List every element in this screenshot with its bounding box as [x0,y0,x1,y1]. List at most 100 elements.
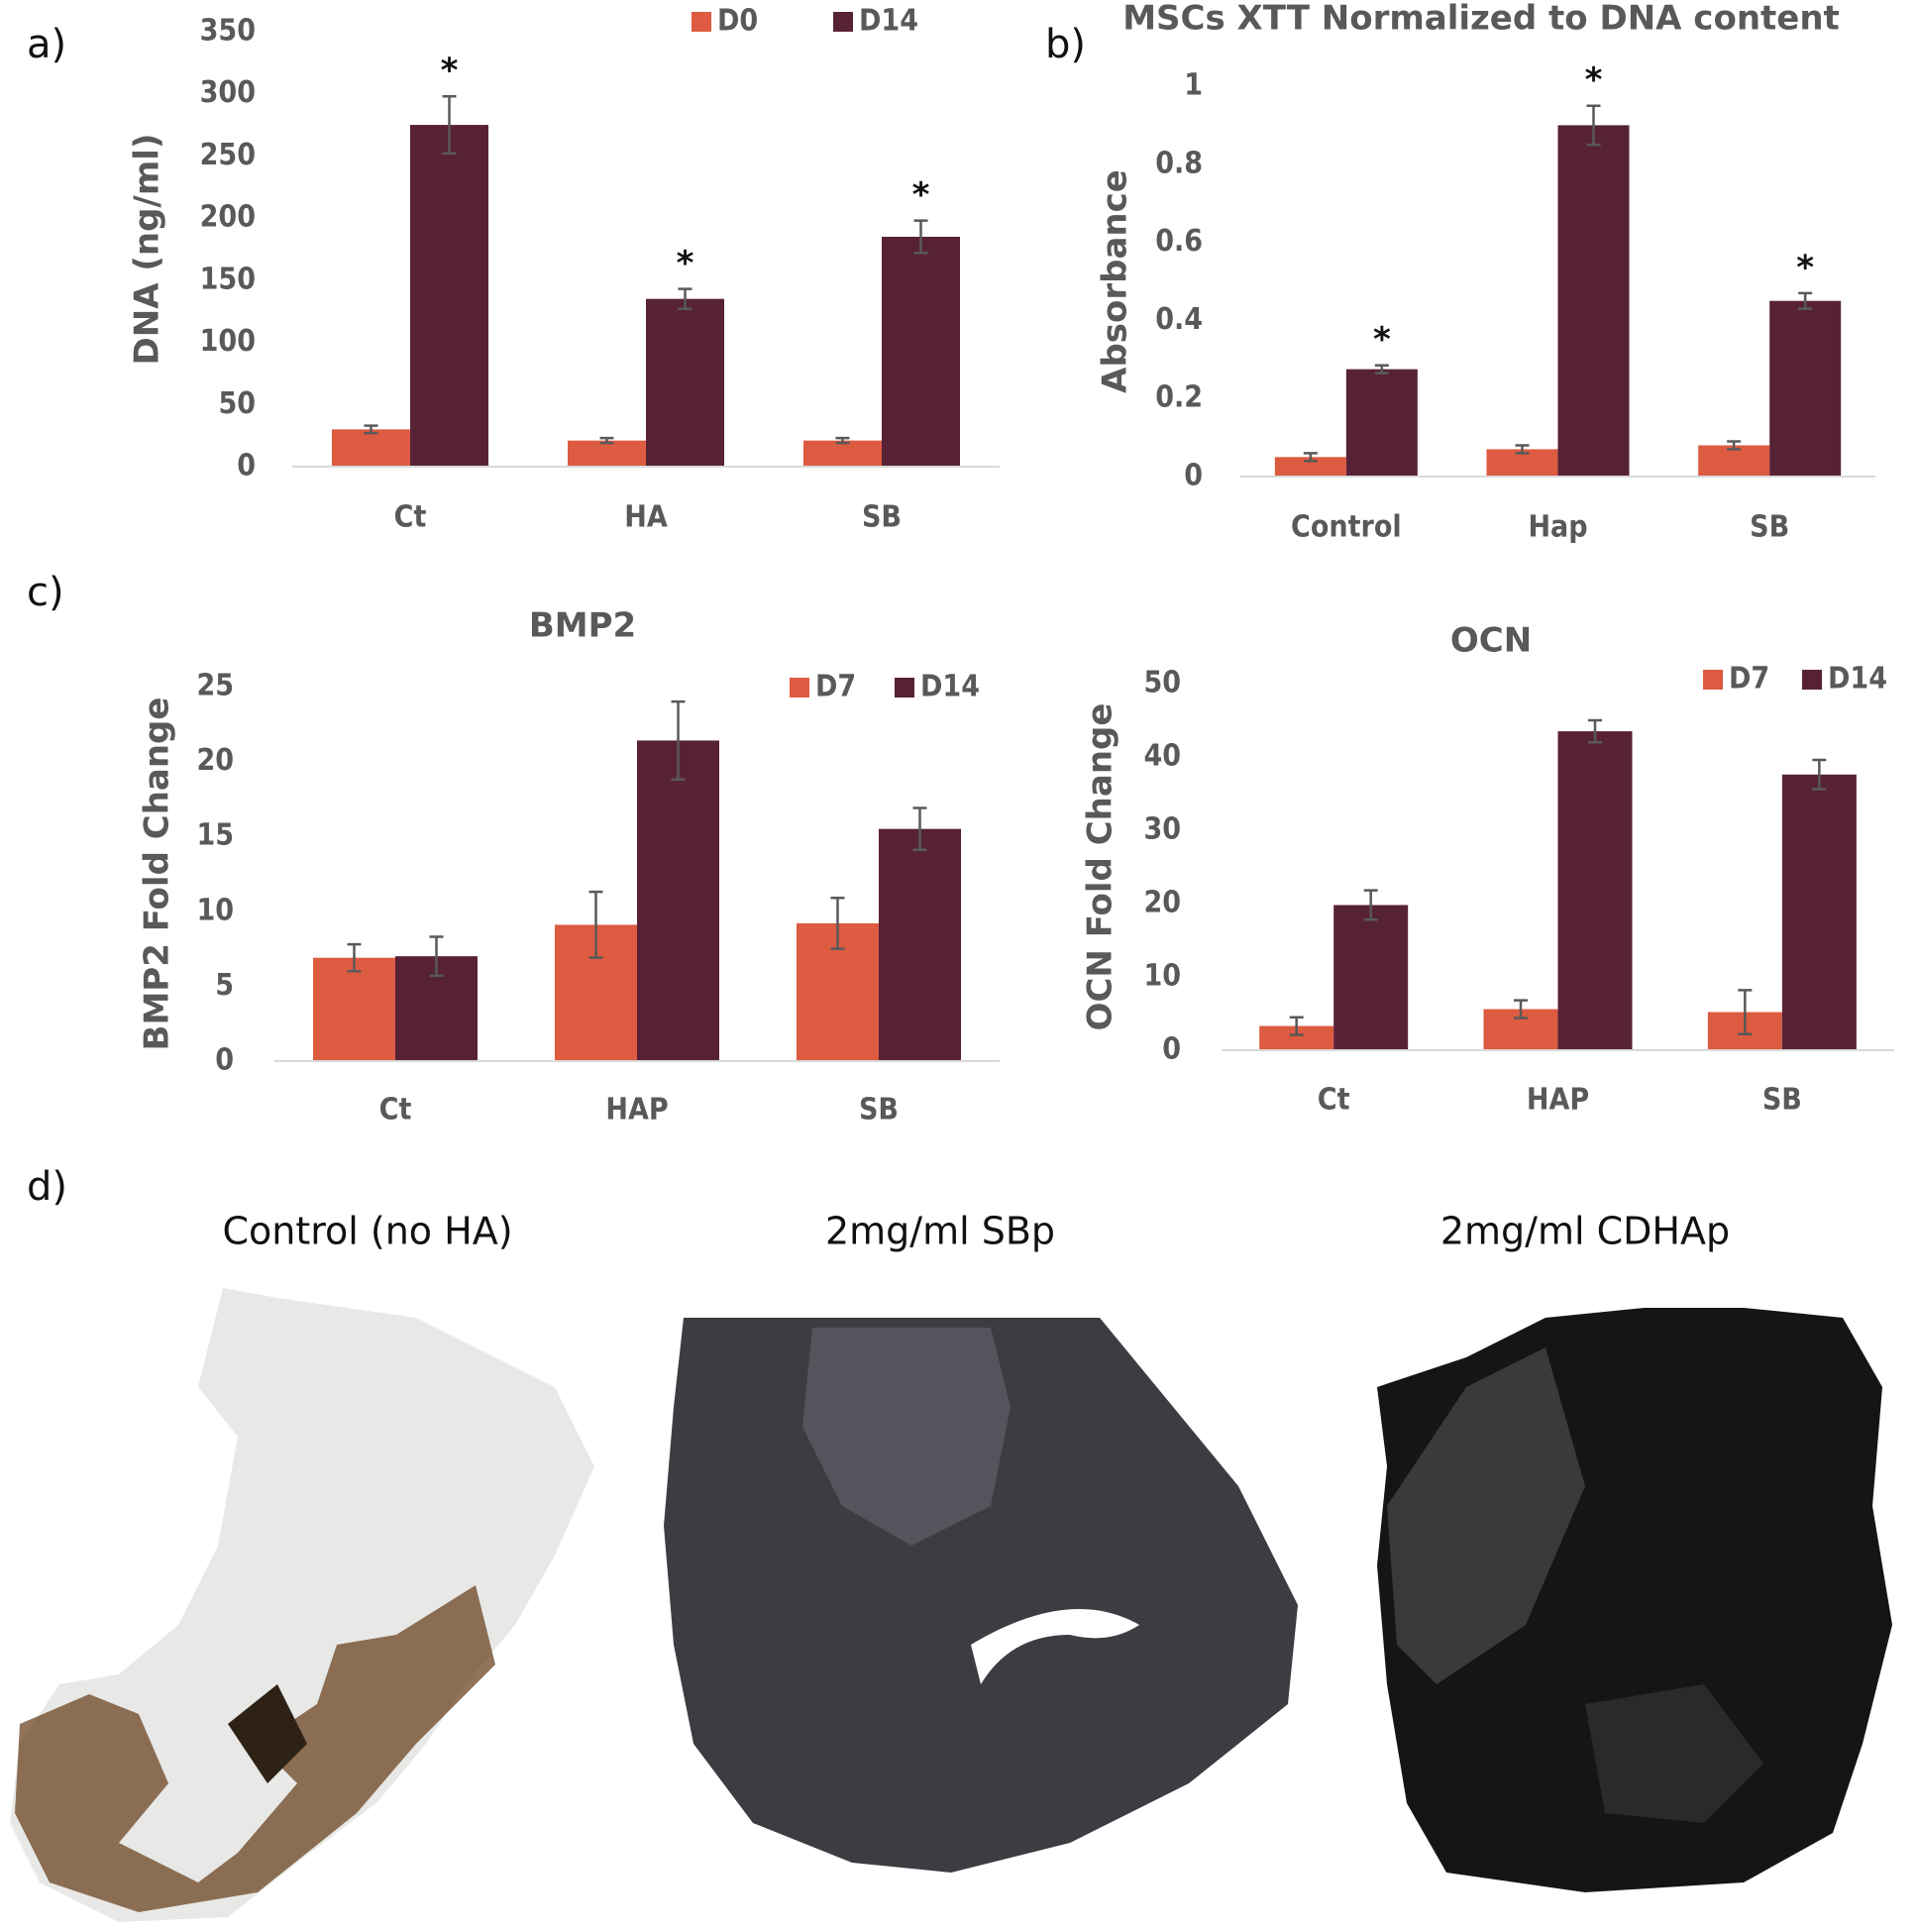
x-tick-label: HAP [605,1093,668,1127]
y-tick-label: 0.4 [1155,302,1203,337]
error-bar [678,287,693,310]
y-tick-label: 25 [196,669,234,703]
error-bar [1303,452,1318,463]
y-tick-label: 150 [200,262,256,296]
legend-label: D7 [815,670,856,704]
y-tick-label: 100 [200,324,256,359]
y-axis-label: BMP2 Fold Change [138,698,177,1051]
bar [332,429,410,467]
legend-swatch [1703,670,1723,690]
error-bar [835,436,850,445]
chart-title: MSCs XTT Normalized to DNA content [1122,0,1840,39]
x-tick-label: Ct [379,1093,412,1127]
bar [1345,369,1418,477]
legend-swatch [1802,670,1822,690]
legend-label: D14 [859,4,918,39]
y-tick-label: 50 [1143,666,1181,700]
significance-mark: * [1585,60,1603,100]
error-bar [1363,889,1378,921]
y-tick-label: 15 [196,818,234,853]
y-tick-label: 250 [200,138,256,172]
bar [646,298,724,467]
legend-swatch [833,12,853,32]
panel-label: d) [27,1164,67,1210]
x-tick-label: Hap [1528,510,1587,545]
y-tick-label: 0.8 [1155,146,1203,180]
chart-title: BMP2 [529,606,636,646]
error-bar [913,219,928,255]
image-title: 2mg/ml SBp [825,1210,1055,1253]
y-tick-label: 1 [1184,68,1203,103]
micrograph [10,1288,594,1922]
bar [568,440,646,467]
legend-swatch [692,12,711,32]
y-tick-label: 0.6 [1155,224,1203,259]
x-tick-label: Control [1291,510,1402,545]
error-bar [347,942,362,973]
legend-label: D7 [1729,662,1769,697]
legend-label: D0 [717,4,758,39]
error-bar [599,436,614,445]
y-tick-label: 10 [1143,959,1181,994]
error-bar [1738,989,1753,1035]
y-axis-label: DNA (ng/ml) [128,134,167,366]
y-tick-label: 0 [1184,459,1203,493]
y-tick-label: 10 [196,893,234,927]
significance-mark: * [912,175,930,215]
y-tick-label: 20 [196,743,234,778]
bar [637,740,719,1061]
bar [1781,774,1857,1050]
bar [1769,300,1842,477]
bar [1557,125,1630,478]
significance-mark: * [1373,320,1391,360]
bar [803,440,882,467]
error-bar [442,94,457,156]
x-tick-label: HAP [1527,1083,1589,1118]
bar [882,236,960,467]
error-bar [1812,758,1827,791]
error-bar [830,896,845,950]
error-bar [912,806,927,852]
significance-mark: * [441,52,459,91]
error-bar [1374,364,1389,375]
x-tick-label: SB [859,1093,899,1127]
y-tick-label: 300 [200,75,256,110]
y-tick-label: 30 [1143,812,1181,847]
y-tick-label: 350 [200,14,256,49]
image-title: 2mg/ml CDHAp [1440,1210,1730,1253]
y-tick-label: 5 [215,968,234,1003]
panel-label: b) [1045,22,1086,67]
chart-title: OCN [1450,621,1532,661]
micrograph [1377,1308,1892,1892]
error-bar [429,935,444,978]
y-axis-label: Absorbance [1096,169,1135,393]
bar [410,125,488,468]
x-tick-label: SB [862,500,902,535]
error-bar [364,424,378,435]
micrograph [664,1318,1298,1873]
x-tick-label: Ct [1318,1083,1350,1118]
y-tick-label: 20 [1143,886,1181,920]
bar [1274,457,1346,477]
error-bar [1514,999,1528,1020]
legend-label: D14 [920,670,980,704]
error-bar [1727,440,1742,451]
panel-label: c) [27,570,64,615]
error-bar [1289,1016,1304,1036]
error-bar [1515,444,1530,455]
y-tick-label: 0 [237,449,256,483]
panel-label: a) [27,22,66,67]
y-tick-label: 200 [200,200,256,235]
bar [313,957,395,1061]
error-bar [588,890,603,959]
y-tick-label: 40 [1143,739,1181,774]
error-bar [671,699,686,781]
x-tick-label: SB [1750,510,1789,545]
error-bar [1798,291,1813,310]
legend-swatch [790,678,809,698]
bar [879,828,961,1061]
bar [1698,445,1770,477]
bar [1557,731,1633,1050]
y-tick-label: 50 [218,386,256,421]
